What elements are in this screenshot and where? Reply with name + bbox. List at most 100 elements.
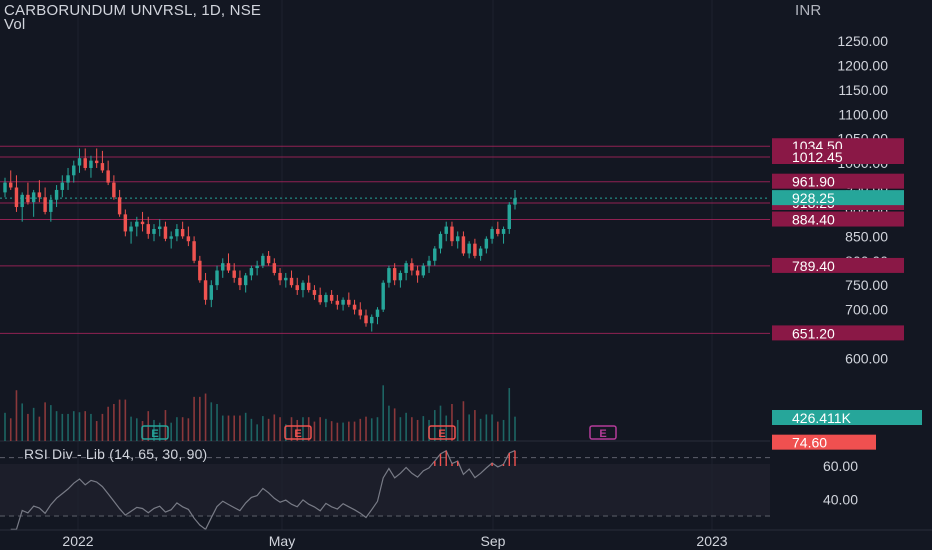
time-axis[interactable]: 2022 May Sep 2023 bbox=[0, 529, 932, 549]
candle-body bbox=[83, 158, 87, 168]
volume-bar bbox=[462, 401, 465, 441]
price-tick-label: 700.00 bbox=[845, 302, 888, 318]
candle-body bbox=[100, 163, 105, 171]
candle-body bbox=[249, 268, 254, 276]
candle-body bbox=[312, 290, 317, 295]
candle-body bbox=[9, 182, 13, 188]
earnings-marker-label: E bbox=[151, 428, 158, 440]
candle-body bbox=[301, 282, 305, 291]
volume-bar bbox=[514, 416, 516, 441]
price-tick-label: 1100.00 bbox=[838, 106, 888, 122]
volume-bar bbox=[376, 417, 379, 441]
price-tick-label: 600.00 bbox=[845, 350, 888, 366]
volume-bar bbox=[279, 417, 281, 441]
candle-body bbox=[72, 165, 76, 176]
candle-body bbox=[255, 265, 259, 269]
earnings-marker[interactable]: E bbox=[141, 425, 169, 440]
volume-bar bbox=[468, 414, 470, 441]
last-price-label: 928.25 bbox=[792, 190, 835, 206]
candle-body bbox=[175, 229, 179, 237]
level-label-bg bbox=[772, 211, 904, 227]
earnings-marker[interactable]: E bbox=[428, 425, 456, 440]
volume-bar bbox=[61, 413, 64, 441]
level-lines bbox=[0, 145, 770, 334]
volume-bar bbox=[199, 396, 201, 441]
volume-bar bbox=[181, 417, 184, 441]
volume-bar bbox=[485, 414, 488, 441]
volume-bar bbox=[158, 422, 161, 441]
volume-bar bbox=[44, 402, 46, 441]
volume-value-label: 426.411K bbox=[792, 410, 852, 426]
volume-bar bbox=[38, 416, 41, 441]
volume-value-label-bg bbox=[772, 410, 922, 425]
rsi-band bbox=[0, 464, 770, 516]
time-tick-label: 2022 bbox=[62, 533, 93, 549]
candle-body bbox=[60, 182, 65, 190]
candle-body bbox=[192, 241, 196, 261]
candle-body bbox=[123, 214, 128, 232]
candle-body bbox=[232, 270, 236, 278]
volume-bar bbox=[50, 405, 52, 441]
candle-body bbox=[398, 272, 403, 281]
volume-bar bbox=[319, 417, 321, 441]
candle-body bbox=[117, 197, 122, 215]
time-tick-label: 2023 bbox=[696, 533, 727, 549]
volume-bar bbox=[67, 413, 69, 441]
volume-bar bbox=[250, 418, 253, 441]
rsi-band-layer bbox=[0, 464, 770, 516]
volume-bar bbox=[113, 404, 115, 441]
candle-body bbox=[26, 194, 30, 203]
level-label: 789.40 bbox=[792, 258, 835, 274]
earnings-marker-box bbox=[141, 425, 169, 440]
candle-body bbox=[461, 236, 466, 254]
candle-body bbox=[54, 189, 59, 200]
candle-body bbox=[31, 192, 36, 203]
candle-body bbox=[89, 160, 93, 168]
candle-body bbox=[243, 275, 248, 286]
volume-bar bbox=[233, 415, 236, 441]
volume-bar bbox=[135, 418, 138, 441]
volume-bar bbox=[216, 404, 218, 441]
volume-bar bbox=[405, 412, 407, 441]
price-axis[interactable]: 600.00650.00700.00750.00800.00850.00900.… bbox=[823, 33, 888, 507]
volume-bar bbox=[508, 388, 511, 441]
volume-bar bbox=[348, 421, 350, 441]
earnings-marker[interactable]: E bbox=[284, 425, 312, 440]
candlesticks[interactable] bbox=[3, 148, 517, 332]
rsi-value-label: 74.60 bbox=[792, 435, 827, 451]
volume-bar bbox=[118, 399, 121, 441]
candle-body bbox=[20, 194, 24, 208]
earnings-marker-label: E bbox=[438, 428, 445, 440]
candle-body bbox=[415, 270, 420, 276]
price-tick-label: 850.00 bbox=[845, 228, 888, 244]
candle-body bbox=[450, 226, 454, 242]
candle-body bbox=[410, 263, 414, 271]
level-label-bg bbox=[772, 173, 904, 189]
volume-bar bbox=[187, 418, 190, 441]
volume-bar bbox=[411, 417, 413, 441]
rsi-tick-label: 60.00 bbox=[823, 458, 858, 474]
candle-body bbox=[129, 226, 133, 232]
candle-body bbox=[370, 316, 374, 324]
volume-bar bbox=[267, 418, 270, 441]
earnings-marker[interactable]: E bbox=[589, 425, 617, 440]
candle-body bbox=[467, 243, 471, 254]
level-label: 961.90 bbox=[792, 174, 835, 190]
chart-title: CARBORUNDUM UNVRSL, 1D, NSE bbox=[4, 2, 262, 19]
rsi-title[interactable]: RSI Div - Lib (14, 65, 30, 90) bbox=[24, 446, 208, 462]
candle-body bbox=[507, 204, 511, 230]
volume-bar bbox=[204, 393, 207, 441]
candle-body bbox=[272, 263, 277, 273]
earnings-marker-label: E bbox=[599, 428, 606, 440]
volume-bar bbox=[365, 416, 367, 441]
volume-bar bbox=[393, 408, 396, 441]
volume-label: Vol bbox=[4, 16, 26, 33]
volume-bar bbox=[456, 419, 459, 441]
currency-label: INR bbox=[795, 2, 822, 19]
vertical-grid bbox=[0, 0, 770, 530]
candle-body bbox=[329, 294, 334, 301]
last-price-label-bg bbox=[772, 190, 904, 206]
